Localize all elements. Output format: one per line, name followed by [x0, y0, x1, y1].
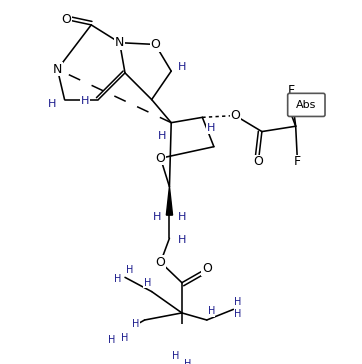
Text: H: H [184, 360, 192, 364]
Text: H: H [207, 306, 215, 316]
Text: H: H [121, 333, 129, 343]
Text: H: H [178, 212, 186, 222]
Text: O: O [202, 262, 212, 275]
Text: N: N [53, 63, 62, 76]
Text: H: H [234, 309, 241, 319]
Text: H: H [172, 352, 179, 361]
Text: O: O [253, 155, 263, 168]
Text: H: H [48, 99, 56, 109]
Text: O: O [230, 109, 240, 122]
Text: O: O [156, 152, 165, 165]
Text: H: H [114, 274, 122, 284]
FancyBboxPatch shape [288, 93, 325, 116]
Text: F: F [294, 155, 301, 168]
Text: H: H [153, 212, 161, 222]
Text: H: H [158, 131, 167, 141]
Text: H: H [132, 320, 139, 329]
Text: H: H [81, 96, 89, 106]
Polygon shape [166, 187, 173, 215]
Text: F: F [288, 84, 295, 97]
Text: O: O [156, 256, 165, 269]
Text: O: O [150, 38, 160, 51]
Text: H: H [234, 297, 241, 307]
Text: H: H [108, 336, 115, 345]
Text: Abs: Abs [296, 100, 316, 110]
Text: H: H [178, 62, 186, 72]
Text: N: N [115, 36, 125, 49]
Text: O: O [62, 13, 71, 26]
Text: H: H [207, 123, 215, 133]
Text: H: H [126, 265, 133, 275]
Text: H: H [143, 278, 151, 288]
Text: H: H [178, 235, 186, 245]
